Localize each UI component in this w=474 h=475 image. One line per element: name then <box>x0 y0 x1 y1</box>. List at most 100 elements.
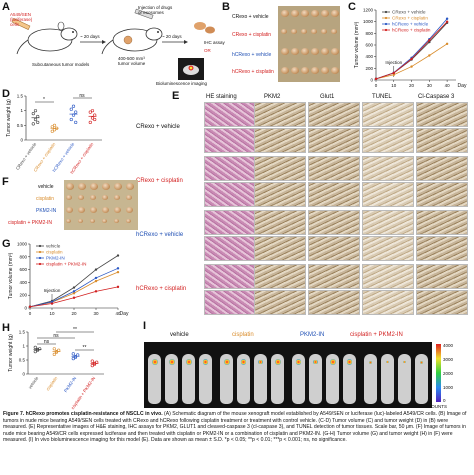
panel-label-d: D <box>2 88 10 100</box>
data-point <box>90 116 95 120</box>
data-point <box>90 359 94 363</box>
tumor <box>102 219 107 224</box>
tumor <box>281 48 289 55</box>
y-tick-label: 1.5 <box>19 330 26 335</box>
tumor <box>114 219 119 224</box>
histology-tile <box>416 156 468 181</box>
data-point <box>392 73 395 76</box>
x-axis-label: Day <box>458 83 467 89</box>
sig-label: * <box>43 97 45 103</box>
tumor <box>291 67 299 74</box>
histology-tile <box>204 264 256 289</box>
luminescence-signal <box>240 359 247 365</box>
histology-tile <box>362 290 414 315</box>
panel-f-tumors: vehicle cisplatin PKM2-IN cisplatin + PK… <box>8 180 140 230</box>
legend-marker <box>384 22 388 26</box>
tumor <box>281 67 289 74</box>
histology-tile <box>204 128 256 153</box>
histology-tile <box>362 182 414 207</box>
mouse <box>237 354 250 404</box>
tumor <box>126 219 131 224</box>
ihc-label: IHC assay <box>204 40 225 45</box>
panel-label-b: B <box>222 1 230 13</box>
data-point <box>94 279 98 283</box>
e-row-label: hCRexo + cisplatin <box>136 286 187 292</box>
mouse <box>254 354 267 404</box>
panel-label-c: C <box>348 1 356 13</box>
tumor-photo-f <box>64 180 138 230</box>
legend-marker <box>38 256 42 260</box>
tumor <box>66 183 74 190</box>
legend-marker <box>38 250 42 254</box>
tumor <box>301 29 307 35</box>
b-row-label: hCRexo + cisplatin <box>232 69 274 75</box>
injection-label: Injection <box>44 288 61 293</box>
f-row-label: cisplatin + PKM2-IN <box>8 220 53 226</box>
injection-label: Injection <box>385 60 402 65</box>
mouse <box>220 354 233 404</box>
cells-label: A549/SEN (luciferase) cells <box>10 12 33 27</box>
e-column-label: Cl-Caspase 3 <box>418 94 455 100</box>
or-label: OR <box>204 48 211 53</box>
data-point <box>50 129 54 133</box>
mouse <box>343 354 356 404</box>
data-point <box>116 254 120 257</box>
chart-h: 0 0.5 1 1.5 Tumor weight (g) vehicle cisplatin… <box>8 327 104 410</box>
tumor <box>102 207 109 213</box>
mouse <box>415 354 428 404</box>
data-point <box>71 104 76 108</box>
luminescence-signal <box>202 359 209 365</box>
data-point <box>88 120 92 125</box>
legend-label: PKM2-IN <box>46 256 65 261</box>
e-row-label: hCRexo + vehicle <box>136 232 184 238</box>
data-point <box>52 123 57 127</box>
sig-label: ** <box>83 345 87 351</box>
tumor <box>301 48 309 55</box>
mouse <box>364 354 377 404</box>
legend-label: vehicle <box>46 244 61 249</box>
tumor <box>90 207 97 213</box>
data-point <box>94 276 98 280</box>
colorbar-tick: 1000 <box>443 385 454 390</box>
data-point <box>445 42 449 46</box>
histology-tile <box>416 182 468 207</box>
x-tick-label: 10 <box>49 311 55 316</box>
data-point <box>94 290 98 293</box>
i-group-label: PKM2-IN <box>300 332 325 338</box>
y-tick-label: 200 <box>19 293 27 298</box>
data-point <box>74 110 78 114</box>
y-tick-label: 400 <box>19 280 27 285</box>
histology-tile <box>204 102 256 127</box>
data-point <box>374 77 378 81</box>
b-row-label: CRexo + vehicle <box>232 14 269 20</box>
data-point <box>69 107 73 111</box>
histology-tile <box>362 102 414 127</box>
y-tick-label: 800 <box>365 31 373 36</box>
y-axis-label: Tumor volume (mm³) <box>8 252 14 299</box>
colorbar-tick: 0 <box>443 398 446 403</box>
y-tick-label: 1 <box>22 344 25 349</box>
data-point <box>116 285 120 289</box>
data-point <box>72 292 76 295</box>
tumor <box>90 195 96 201</box>
y-tick-label: 0.5 <box>19 358 26 363</box>
figure-caption: Figure 7. hCRexo promotes cisplatin-resi… <box>3 411 471 444</box>
tumor <box>66 195 72 201</box>
data-point <box>71 352 75 356</box>
colorbar <box>436 344 441 402</box>
histology-tile <box>416 290 468 315</box>
histology-tile <box>254 290 306 315</box>
tumor <box>102 195 108 201</box>
panel-e-histology: HE staining PKM2 Glut1 TUNEL Cl-Caspase 3 CRe… <box>136 94 472 315</box>
luminescence-signal <box>223 359 230 365</box>
tumor <box>281 29 287 35</box>
histology-tile <box>254 264 306 289</box>
data-point <box>31 122 35 126</box>
histology-tile <box>204 182 256 207</box>
histology-tile <box>308 156 360 181</box>
histology-tile <box>308 290 360 315</box>
tumor <box>321 48 329 55</box>
luminescence-signal <box>329 359 336 365</box>
x-tick-label: 0 <box>29 311 32 316</box>
tumor <box>311 67 319 74</box>
